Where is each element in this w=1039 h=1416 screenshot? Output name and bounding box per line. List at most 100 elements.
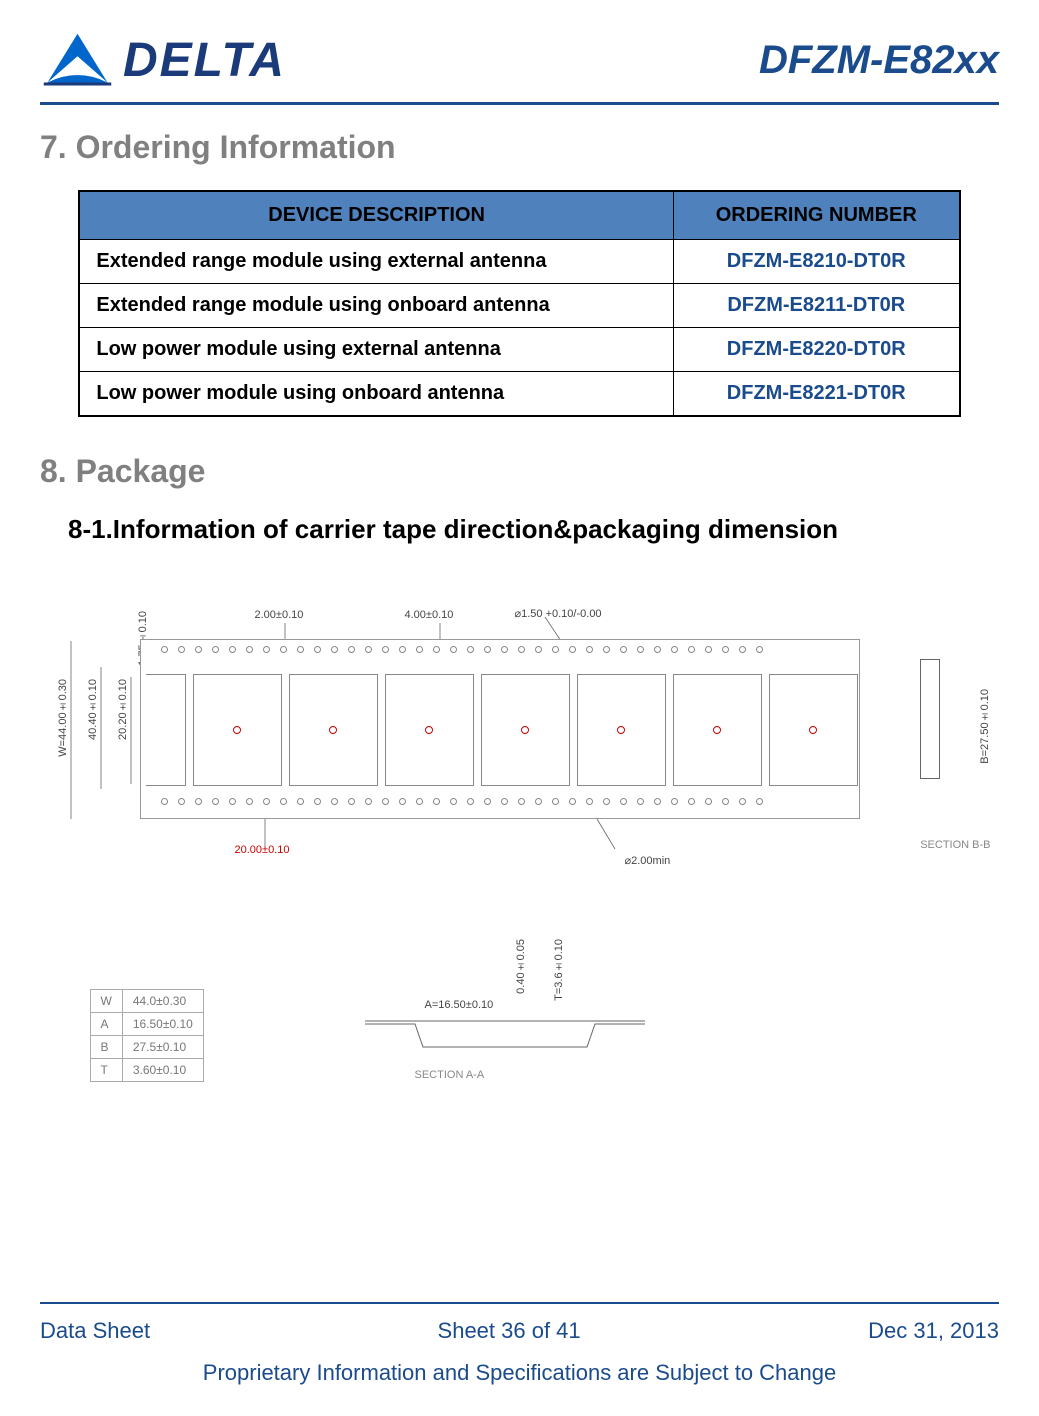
sprocket-hole	[518, 798, 525, 805]
sprocket-hole	[178, 646, 185, 653]
table-row: Extended range module using external ant…	[79, 240, 959, 284]
dt-k: T	[90, 1059, 122, 1082]
sprocket-hole	[705, 798, 712, 805]
sprocket-hole	[399, 646, 406, 653]
sprocket-hole	[654, 646, 661, 653]
table-row: Low power module using external antenna …	[79, 328, 959, 372]
sprocket-hole	[365, 646, 372, 653]
dim-hole-dia: ⌀2.00min	[625, 854, 671, 867]
sprocket-hole	[450, 798, 457, 805]
dim-aa-width: A=16.50±0.10	[425, 999, 494, 1011]
sprocket-hole	[603, 798, 610, 805]
sprocket-hole	[688, 798, 695, 805]
sprocket-hole	[739, 798, 746, 805]
logo-text: DELTA	[123, 33, 286, 88]
page-header: DELTA DFZM-E82xx	[40, 30, 999, 105]
sprocket-hole	[756, 646, 763, 653]
section-bb-shape	[920, 659, 940, 779]
sprocket-hole	[433, 798, 440, 805]
sprocket-hole	[433, 646, 440, 653]
sprocket-hole	[603, 646, 610, 653]
sprocket-hole	[229, 798, 236, 805]
pocket	[146, 674, 186, 786]
sprocket-hole	[637, 798, 644, 805]
cell-desc: Extended range module using external ant…	[79, 240, 673, 284]
sprocket-hole	[416, 798, 423, 805]
footer-note: Proprietary Information and Specificatio…	[40, 1360, 999, 1386]
section-bb: B=27.50±0.10	[875, 659, 985, 799]
pocket-hole-icon	[233, 726, 241, 734]
sprocket-hole	[297, 646, 304, 653]
sprocket-hole	[518, 646, 525, 653]
sprocket-hole	[331, 646, 338, 653]
sprocket-hole	[263, 646, 270, 653]
sprocket-hole	[756, 798, 763, 805]
pockets-row	[146, 674, 858, 786]
dim-pocket-pitch: 20.00±0.10	[235, 844, 290, 856]
sprocket-hole	[297, 798, 304, 805]
pocket-hole-icon	[809, 726, 817, 734]
sprocket-hole	[586, 646, 593, 653]
pocket	[577, 674, 666, 786]
dt-v: 44.0±0.30	[122, 990, 203, 1013]
sprocket-hole	[195, 646, 202, 653]
sprocket-hole	[501, 646, 508, 653]
sprocket-hole	[705, 646, 712, 653]
sprocket-hole	[365, 798, 372, 805]
sprocket-hole	[620, 798, 627, 805]
dt-v: 27.5±0.10	[122, 1036, 203, 1059]
sprocket-hole	[416, 646, 423, 653]
col-header-num: ORDERING NUMBER	[673, 191, 959, 240]
table-row: Extended range module using onboard ante…	[79, 284, 959, 328]
sprocket-hole	[671, 646, 678, 653]
pocket	[193, 674, 282, 786]
sprocket-hole	[501, 798, 508, 805]
footer-left: Data Sheet	[40, 1318, 150, 1344]
sprocket-hole	[178, 798, 185, 805]
sprocket-hole	[722, 798, 729, 805]
sprocket-hole	[637, 646, 644, 653]
sprocket-hole	[229, 646, 236, 653]
sprocket-hole	[688, 646, 695, 653]
product-code: DFZM-E82xx	[759, 38, 999, 83]
sprocket-hole	[195, 798, 202, 805]
section-aa-shape-icon	[365, 1019, 645, 1054]
tape-strip	[140, 639, 860, 819]
section-7-title: 7. Ordering Information	[40, 129, 999, 166]
dim-aa-depth: 0.40±0.05	[515, 939, 527, 994]
dimension-table: W44.0±0.30 A16.50±0.10 B27.5±0.10 T3.60±…	[90, 989, 204, 1082]
sprocket-row-top	[161, 646, 841, 660]
sprocket-hole	[552, 646, 559, 653]
sprocket-hole	[246, 798, 253, 805]
sprocket-hole	[739, 646, 746, 653]
sprocket-hole	[552, 798, 559, 805]
dt-v: 16.50±0.10	[122, 1013, 203, 1036]
pocket	[481, 674, 570, 786]
delta-logo-icon	[40, 30, 115, 90]
dt-k: W	[90, 990, 122, 1013]
carrier-tape-diagram: W=44.00±0.30 40.40±0.10 20.20±0.10 1.75±…	[45, 569, 995, 1169]
sprocket-hole	[569, 798, 576, 805]
sprocket-hole	[212, 646, 219, 653]
cell-num: DFZM-E8221-DT0R	[673, 372, 959, 417]
pocket-hole-icon	[329, 726, 337, 734]
sprocket-hole	[399, 798, 406, 805]
sprocket-hole	[467, 798, 474, 805]
pocket-hole-icon	[521, 726, 529, 734]
pocket-hole-icon	[425, 726, 433, 734]
table-row: Low power module using onboard antenna D…	[79, 372, 959, 417]
dt-k: A	[90, 1013, 122, 1036]
sprocket-hole	[280, 798, 287, 805]
col-header-desc: DEVICE DESCRIPTION	[79, 191, 673, 240]
sprocket-hole	[382, 646, 389, 653]
sprocket-hole	[161, 646, 168, 653]
sprocket-hole	[484, 798, 491, 805]
sprocket-hole	[654, 798, 661, 805]
pocket	[385, 674, 474, 786]
cell-desc: Low power module using onboard antenna	[79, 372, 673, 417]
section-8-title: 8. Package	[40, 453, 999, 490]
pocket	[289, 674, 378, 786]
sprocket-hole	[161, 798, 168, 805]
page-footer: Data Sheet Sheet 36 of 41 Dec 31, 2013 P…	[40, 1302, 999, 1386]
sprocket-hole	[586, 798, 593, 805]
